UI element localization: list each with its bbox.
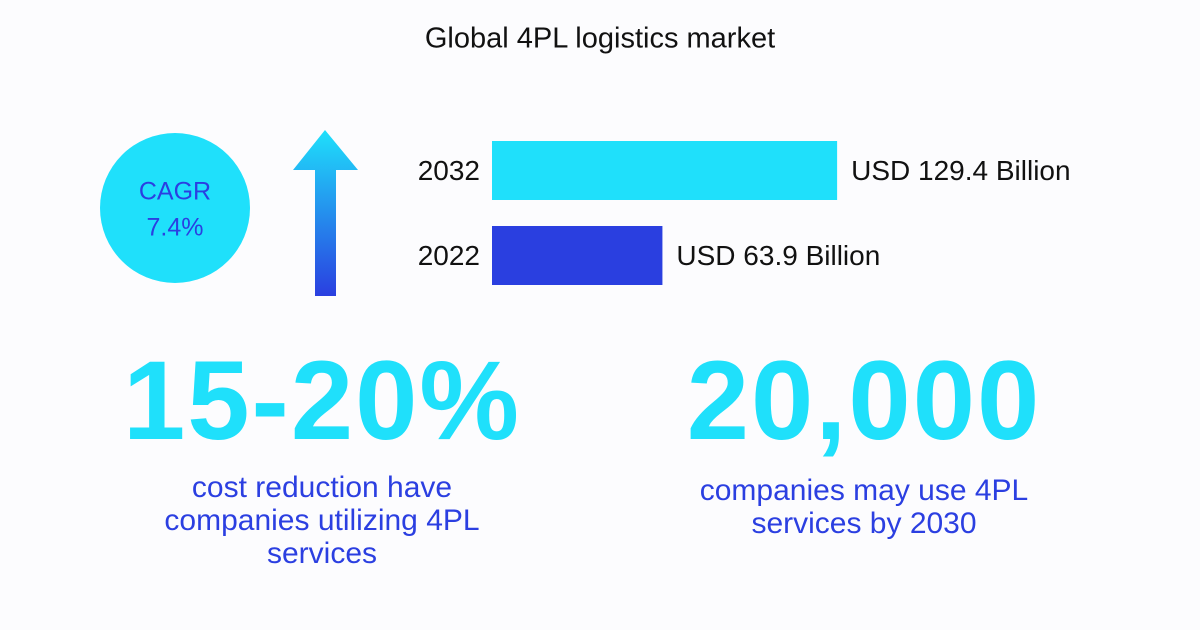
value-label: USD 129.4 Billion xyxy=(851,155,1070,186)
value-label: USD 63.9 Billion xyxy=(676,240,880,271)
category-label: 2032 xyxy=(418,155,480,186)
stat-caption: cost reduction have companies utilizing … xyxy=(164,471,480,570)
stat-block: 20,000 companies may use 4PL services by… xyxy=(644,338,1084,541)
cagr-label: CAGR xyxy=(139,178,211,206)
stat-block: 15-20% cost reduction have companies uti… xyxy=(102,338,542,571)
bar xyxy=(492,141,838,200)
chart-title: Global 4PL logistics market xyxy=(425,23,775,55)
bar xyxy=(492,226,663,285)
stat-caption: companies may use 4PL services by 2030 xyxy=(699,474,1029,540)
category-label: 2022 xyxy=(418,240,480,271)
growth-arrow xyxy=(293,130,358,296)
stat-figure: 15-20% xyxy=(122,338,522,463)
cagr-value: 7.4% xyxy=(147,214,204,242)
cagr-circle xyxy=(100,133,250,283)
stat-figure: 20,000 xyxy=(686,338,1042,463)
